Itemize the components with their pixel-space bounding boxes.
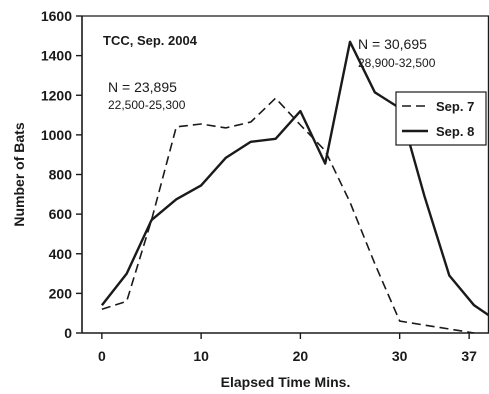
y-tick-label: 600 [49, 206, 73, 222]
legend-label-sep8: Sep. 8 [436, 124, 474, 139]
axes-layer: 0 200 400 600 800 1000 1200 1400 1600 0 10 20 30 37 [41, 8, 489, 364]
annotation-sep8-range: 28,900-32,500 [358, 56, 436, 70]
y-tick-label: 400 [49, 246, 73, 262]
x-tick-label: 30 [392, 348, 408, 364]
series-line-sep7 [101, 97, 475, 334]
annotation-sep8-count: N = 30,695 [358, 36, 427, 52]
chart-title: TCC, Sep. 2004 [103, 33, 198, 48]
legend-label-sep7: Sep. 7 [436, 99, 474, 114]
x-tick-label: 20 [293, 348, 309, 364]
y-tick-label: 1000 [41, 127, 72, 143]
y-tick-label: 1200 [41, 87, 72, 103]
x-tick-label: 10 [193, 348, 209, 364]
series-layer [100, 40, 489, 334]
y-tick-label: 1400 [41, 48, 72, 64]
y-tick-label: 0 [64, 325, 72, 341]
y-tick-label: 1600 [41, 8, 72, 24]
y-axis-title: Number of Bats [11, 122, 27, 226]
annotation-sep7-range: 22,500-25,300 [108, 98, 186, 112]
legend-box [395, 91, 487, 146]
x-tick-label: 37 [461, 348, 477, 364]
series-line-sep8 [100, 40, 489, 317]
annotation-sep7-count: N = 23,895 [108, 79, 177, 95]
legend: Sep. 7 Sep. 8 [395, 91, 487, 146]
x-axis-title: Elapsed Time Mins. [221, 374, 351, 390]
y-tick-label: 200 [49, 285, 73, 301]
y-tick-label: 800 [49, 167, 73, 183]
x-tick-label: 0 [98, 348, 106, 364]
